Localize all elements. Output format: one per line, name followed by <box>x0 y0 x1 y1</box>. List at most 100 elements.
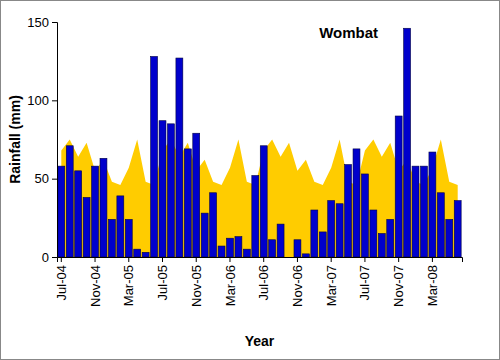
y-tick-label: 100 <box>27 93 49 108</box>
x-tick: Nov-05 <box>189 257 204 307</box>
x-tick-mark <box>196 257 197 262</box>
bar <box>134 249 141 257</box>
x-tick-label: Nov-07 <box>391 265 406 307</box>
y-tick-label: 50 <box>35 171 49 186</box>
y-axis-title: Rainfall (mm) <box>7 95 23 184</box>
y-tick-label: 150 <box>27 15 49 30</box>
x-tick-mark <box>331 257 332 262</box>
chart-title: Wombat <box>319 24 378 41</box>
bar <box>286 257 293 258</box>
x-tick-label: Jul-07 <box>357 265 372 300</box>
bar <box>361 174 368 257</box>
bar <box>412 166 419 257</box>
bar <box>378 234 385 258</box>
x-tick-mark <box>95 257 96 262</box>
x-tick-mark <box>297 257 298 262</box>
y-tick-mark <box>52 179 57 180</box>
x-axis-title: Year <box>245 333 275 349</box>
bar <box>294 240 301 257</box>
bar <box>75 171 82 257</box>
x-tick: Nov-04 <box>88 257 103 307</box>
bar <box>227 238 234 257</box>
x-tick-label: Nov-04 <box>88 265 103 307</box>
bar <box>319 232 326 257</box>
bar <box>201 213 208 257</box>
bar <box>387 219 394 257</box>
bar <box>66 146 73 257</box>
x-tick-label: Jul-06 <box>256 265 271 300</box>
bar <box>395 116 402 257</box>
x-tick-label: Mar-07 <box>324 265 339 306</box>
bar <box>151 56 158 257</box>
x-tick: Jul-07 <box>357 257 372 300</box>
y-tick-mark <box>52 257 57 258</box>
x-tick: Jul-05 <box>155 257 170 300</box>
y-axis-line <box>52 23 58 258</box>
y-tick: 50 <box>35 171 57 186</box>
bar <box>370 210 377 257</box>
bar <box>184 149 191 257</box>
y-tick-mark <box>52 100 57 101</box>
x-tick-mark <box>398 257 399 262</box>
x-tick-mark <box>162 257 163 262</box>
bar <box>353 149 360 257</box>
bar <box>429 152 436 257</box>
x-tick-mark <box>263 257 264 262</box>
y-tick-mark <box>52 22 57 23</box>
x-tick: Mar-05 <box>121 257 136 306</box>
x-tick-label: Mar-08 <box>425 265 440 306</box>
y-tick: 150 <box>27 15 57 30</box>
bar <box>100 158 107 257</box>
x-tick-mark <box>229 257 230 262</box>
bar <box>193 133 200 257</box>
y-axis: 0 50 100 150 <box>27 15 57 265</box>
x-tick: Nov-07 <box>391 257 406 307</box>
bar <box>277 224 284 257</box>
y-tick: 0 <box>42 250 57 265</box>
bar <box>421 166 428 257</box>
plot: 0 50 100 150 Jul-04 Nov-04 Mar-05 Jul-05 Nov-05 M… <box>27 15 462 307</box>
bar <box>302 254 309 257</box>
bar <box>117 196 124 257</box>
x-tick-label: Mar-06 <box>223 265 238 306</box>
bar <box>311 210 318 257</box>
x-axis: Jul-04 Nov-04 Mar-05 Jul-05 Nov-05 Mar-06 Jul-… <box>54 257 463 307</box>
x-tick-mark <box>432 257 433 262</box>
x-tick: Mar-08 <box>425 257 440 306</box>
x-axis-line <box>58 258 463 263</box>
x-tick-mark <box>61 257 62 262</box>
y-tick-label: 0 <box>42 250 49 265</box>
x-tick: Mar-07 <box>324 257 339 306</box>
x-tick: Mar-06 <box>223 257 238 306</box>
bar <box>125 219 132 257</box>
bar <box>328 201 335 257</box>
bar <box>336 204 343 257</box>
bar <box>404 28 411 257</box>
bar <box>260 146 267 257</box>
bar <box>159 121 166 257</box>
x-tick: Jul-04 <box>54 257 69 300</box>
bar <box>454 201 461 257</box>
bar <box>83 197 90 257</box>
y-tick: 100 <box>27 93 57 108</box>
bar <box>269 240 276 257</box>
x-tick-label: Jul-05 <box>155 265 170 300</box>
marks <box>58 28 461 257</box>
bar <box>176 58 183 257</box>
bar <box>437 193 444 257</box>
bar <box>252 176 259 257</box>
x-tick: Jul-06 <box>256 257 271 300</box>
bar <box>108 219 115 257</box>
bar <box>243 249 250 257</box>
bar <box>142 252 149 257</box>
chart-border <box>1 1 500 360</box>
bar <box>58 166 65 257</box>
x-tick-label: Mar-05 <box>121 265 136 306</box>
x-tick: Nov-06 <box>290 257 305 307</box>
chart: 0 50 100 150 Jul-04 Nov-04 Mar-05 Jul-05 Nov-05 M… <box>0 0 500 360</box>
bar <box>446 219 453 257</box>
bar <box>235 237 242 257</box>
bar <box>218 246 225 257</box>
x-tick-label: Nov-05 <box>189 265 204 307</box>
x-tick-label: Jul-04 <box>54 265 69 300</box>
